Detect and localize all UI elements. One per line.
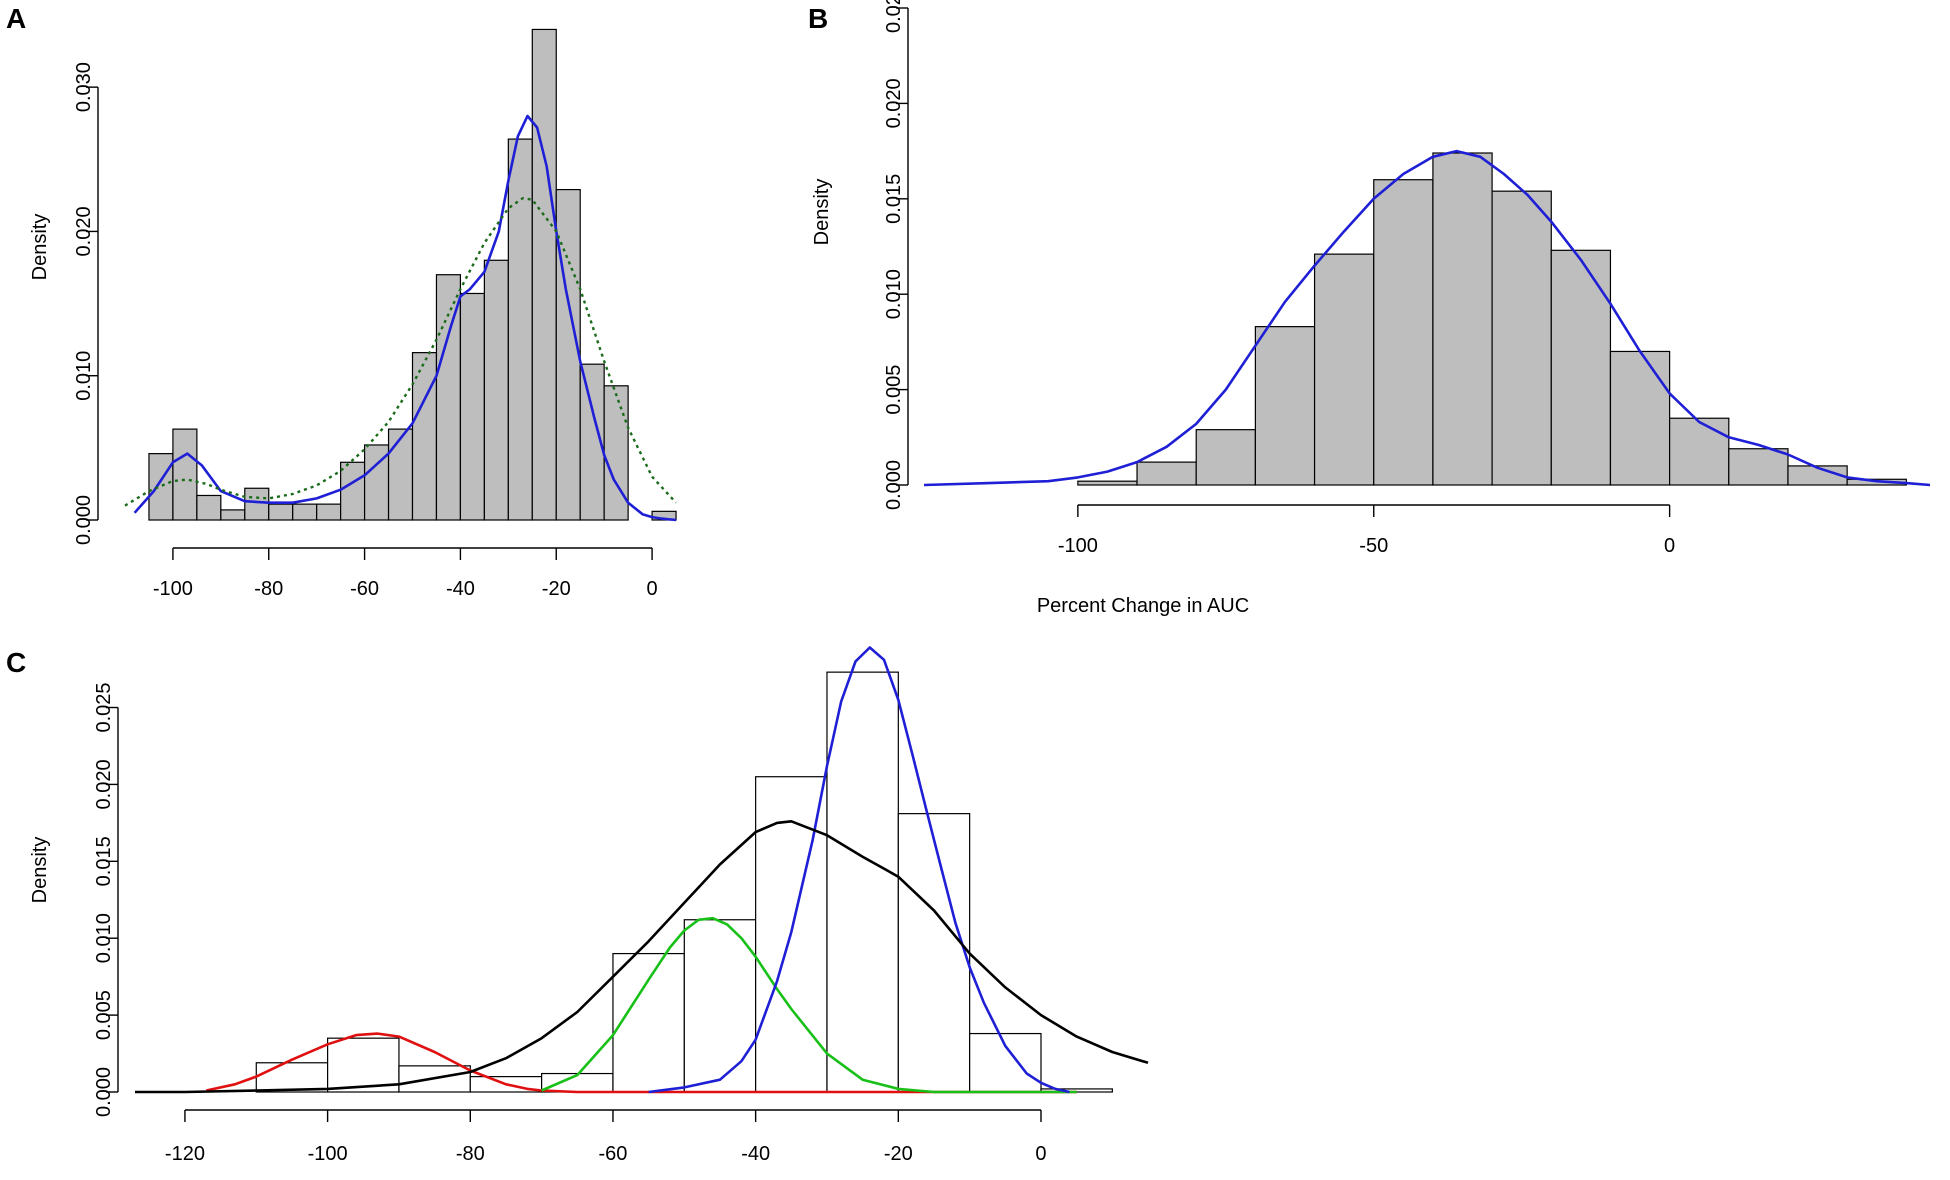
panel-b-bar: [1136, 461, 1197, 486]
panel-a-bar: [603, 385, 629, 521]
panel-b-curves: [923, 149, 1931, 487]
panel-b-y-tick-label: 0.010: [883, 269, 905, 319]
panel-a-bar: [507, 138, 533, 521]
panel-b-bar: [1313, 253, 1375, 486]
panel-c-y-tick-label: 0.020: [93, 759, 115, 809]
panel-c-x-tick-label: -20: [884, 1143, 913, 1165]
panel-b-y-axis: 0.000 0.005 0.010 0.015 0.020 0.025: [883, 0, 909, 510]
panel-c-bar: [969, 1032, 1042, 1093]
panel-c-bar: [826, 671, 899, 1093]
panel-b-y-tick-label: 0.015: [883, 174, 905, 224]
panel-c-y-axis-title: Density: [29, 837, 51, 904]
panel-b-y-tick-label: 0.025: [883, 0, 905, 33]
panel-b-bar: [1787, 465, 1848, 486]
panel-b-histogram: B Density Percent Change in AUC -100 -50 0…: [808, 0, 1931, 617]
panel-c-x-tick-label: -120: [165, 1143, 205, 1165]
panel-a-letter: A: [6, 3, 26, 34]
panel-c-x-axis: -120 -100 -80 -60 -40 -20 0: [165, 1109, 1047, 1165]
panel-b-y-tick-label: 0.005: [883, 365, 905, 415]
panel-b-x-tick-label: -50: [1359, 535, 1388, 557]
panel-a-bar: [292, 503, 318, 521]
panel-b-bar: [1728, 448, 1789, 486]
panel-a-bar: [148, 453, 174, 521]
panel-a-bar: [531, 28, 557, 521]
panel-b-bar: [1373, 179, 1434, 486]
panel-b-y-axis-title: Density: [811, 179, 833, 246]
panel-a-y-tick-label: 0.000: [73, 495, 95, 545]
panel-a-x-tick-label: -100: [153, 578, 193, 600]
panel-a-bar: [340, 461, 366, 521]
panel-a-bar: [483, 259, 509, 521]
panel-a-bar: [387, 428, 414, 521]
panel-c-y-axis: 0.000 0.005 0.010 0.015 0.020 0.025: [93, 682, 119, 1117]
panel-a-y-tick-label: 0.030: [73, 62, 95, 112]
panel-c-bar: [683, 919, 757, 1093]
panel-a-histogram: A Density -100 -80 -60 -40 -20 0 0.0000.0100.…: [6, 3, 677, 600]
panel-b-bar: [1432, 152, 1493, 486]
panel-a-y-tick-label: 0.020: [73, 206, 95, 256]
panel-a-bar: [316, 503, 342, 521]
panel-b-bars: [1077, 152, 1907, 486]
panel-c-x-tick-label: -60: [599, 1143, 628, 1165]
panel-a-bars: [148, 28, 677, 521]
panel-a-y-axis: 0.000 0.010 0.020 0.030: [73, 62, 99, 545]
panel-a-bar: [555, 188, 581, 521]
panel-a-x-axis: -100 -80 -60 -40 -20 0: [153, 547, 658, 600]
panel-c-x-tick-label: 0: [1035, 1143, 1046, 1165]
panel-b-x-axis: -100 -50 0: [1058, 504, 1675, 557]
panel-b-letter: B: [808, 3, 828, 34]
panel-c-x-tick-label: -40: [741, 1143, 770, 1165]
panel-c-histogram: C Density -120 -100 -80 -60 -40 -20 0 0.0000.0…: [6, 646, 1149, 1165]
panel-b-y-tick-label: 0.000: [883, 460, 905, 510]
panel-a-bar: [459, 292, 485, 521]
panel-a-x-tick-label: -40: [446, 578, 475, 600]
panel-c-curves: [135, 646, 1149, 1094]
panel-c-bar: [897, 813, 971, 1093]
panel-c-bar: [327, 1037, 400, 1093]
panel-c-y-tick-label: 0.005: [93, 990, 115, 1040]
panel-c-x-tick-label: -100: [308, 1143, 348, 1165]
panel-c-x-tick-label: -80: [456, 1143, 485, 1165]
panel-a-bar: [220, 509, 246, 521]
panel-b-x-tick-label: -100: [1058, 535, 1098, 557]
panel-a-x-tick-label: -60: [350, 578, 379, 600]
panel-a-bar: [244, 487, 270, 521]
panel-b-bar: [1195, 429, 1256, 486]
panel-a-y-axis-title: Density: [29, 214, 51, 281]
panel-c-y-tick-label: 0.010: [93, 913, 115, 963]
panel-c-bars: [255, 671, 1113, 1093]
panel-b-y-tick-label: 0.020: [883, 78, 905, 128]
panel-a-curves: [124, 114, 677, 522]
panel-a-x-tick-label: -20: [542, 578, 571, 600]
panel-b-x-tick-label: 0: [1664, 535, 1675, 557]
panel-c-bar: [612, 952, 685, 1093]
panel-c-letter: C: [6, 647, 26, 678]
panel-b-bar: [1550, 249, 1612, 486]
panel-c-overall-density-curve: [135, 820, 1149, 1094]
panel-b-bar: [1077, 480, 1138, 486]
panel-c-y-tick-label: 0.000: [93, 1067, 115, 1117]
panel-c-y-tick-label: 0.015: [93, 836, 115, 886]
panel-a-y-tick-label: 0.010: [73, 351, 95, 401]
panel-c-component-3-curve: [648, 646, 1070, 1094]
panel-b-bar: [1254, 326, 1316, 486]
panel-b-x-axis-title: Percent Change in AUC: [1037, 595, 1249, 617]
panel-a-bar: [172, 428, 198, 521]
panel-c-y-tick-label: 0.025: [93, 682, 115, 732]
panel-a-x-tick-label: -80: [254, 578, 283, 600]
panel-a-kernel-density-curve: [133, 114, 677, 522]
panel-a-x-tick-label: 0: [647, 578, 658, 600]
panel-c-component-1-curve: [206, 1032, 1077, 1094]
panel-c-bar: [255, 1062, 329, 1093]
panel-a-bar: [268, 503, 294, 521]
panel-b-bar: [1669, 417, 1730, 486]
panel-b-kernel-density-curve: [923, 149, 1931, 487]
panel-b-bar: [1609, 350, 1671, 486]
panel-c-component-2-curve: [541, 916, 1077, 1094]
panel-b-bar: [1491, 190, 1552, 486]
panel-a-bar: [196, 494, 222, 521]
